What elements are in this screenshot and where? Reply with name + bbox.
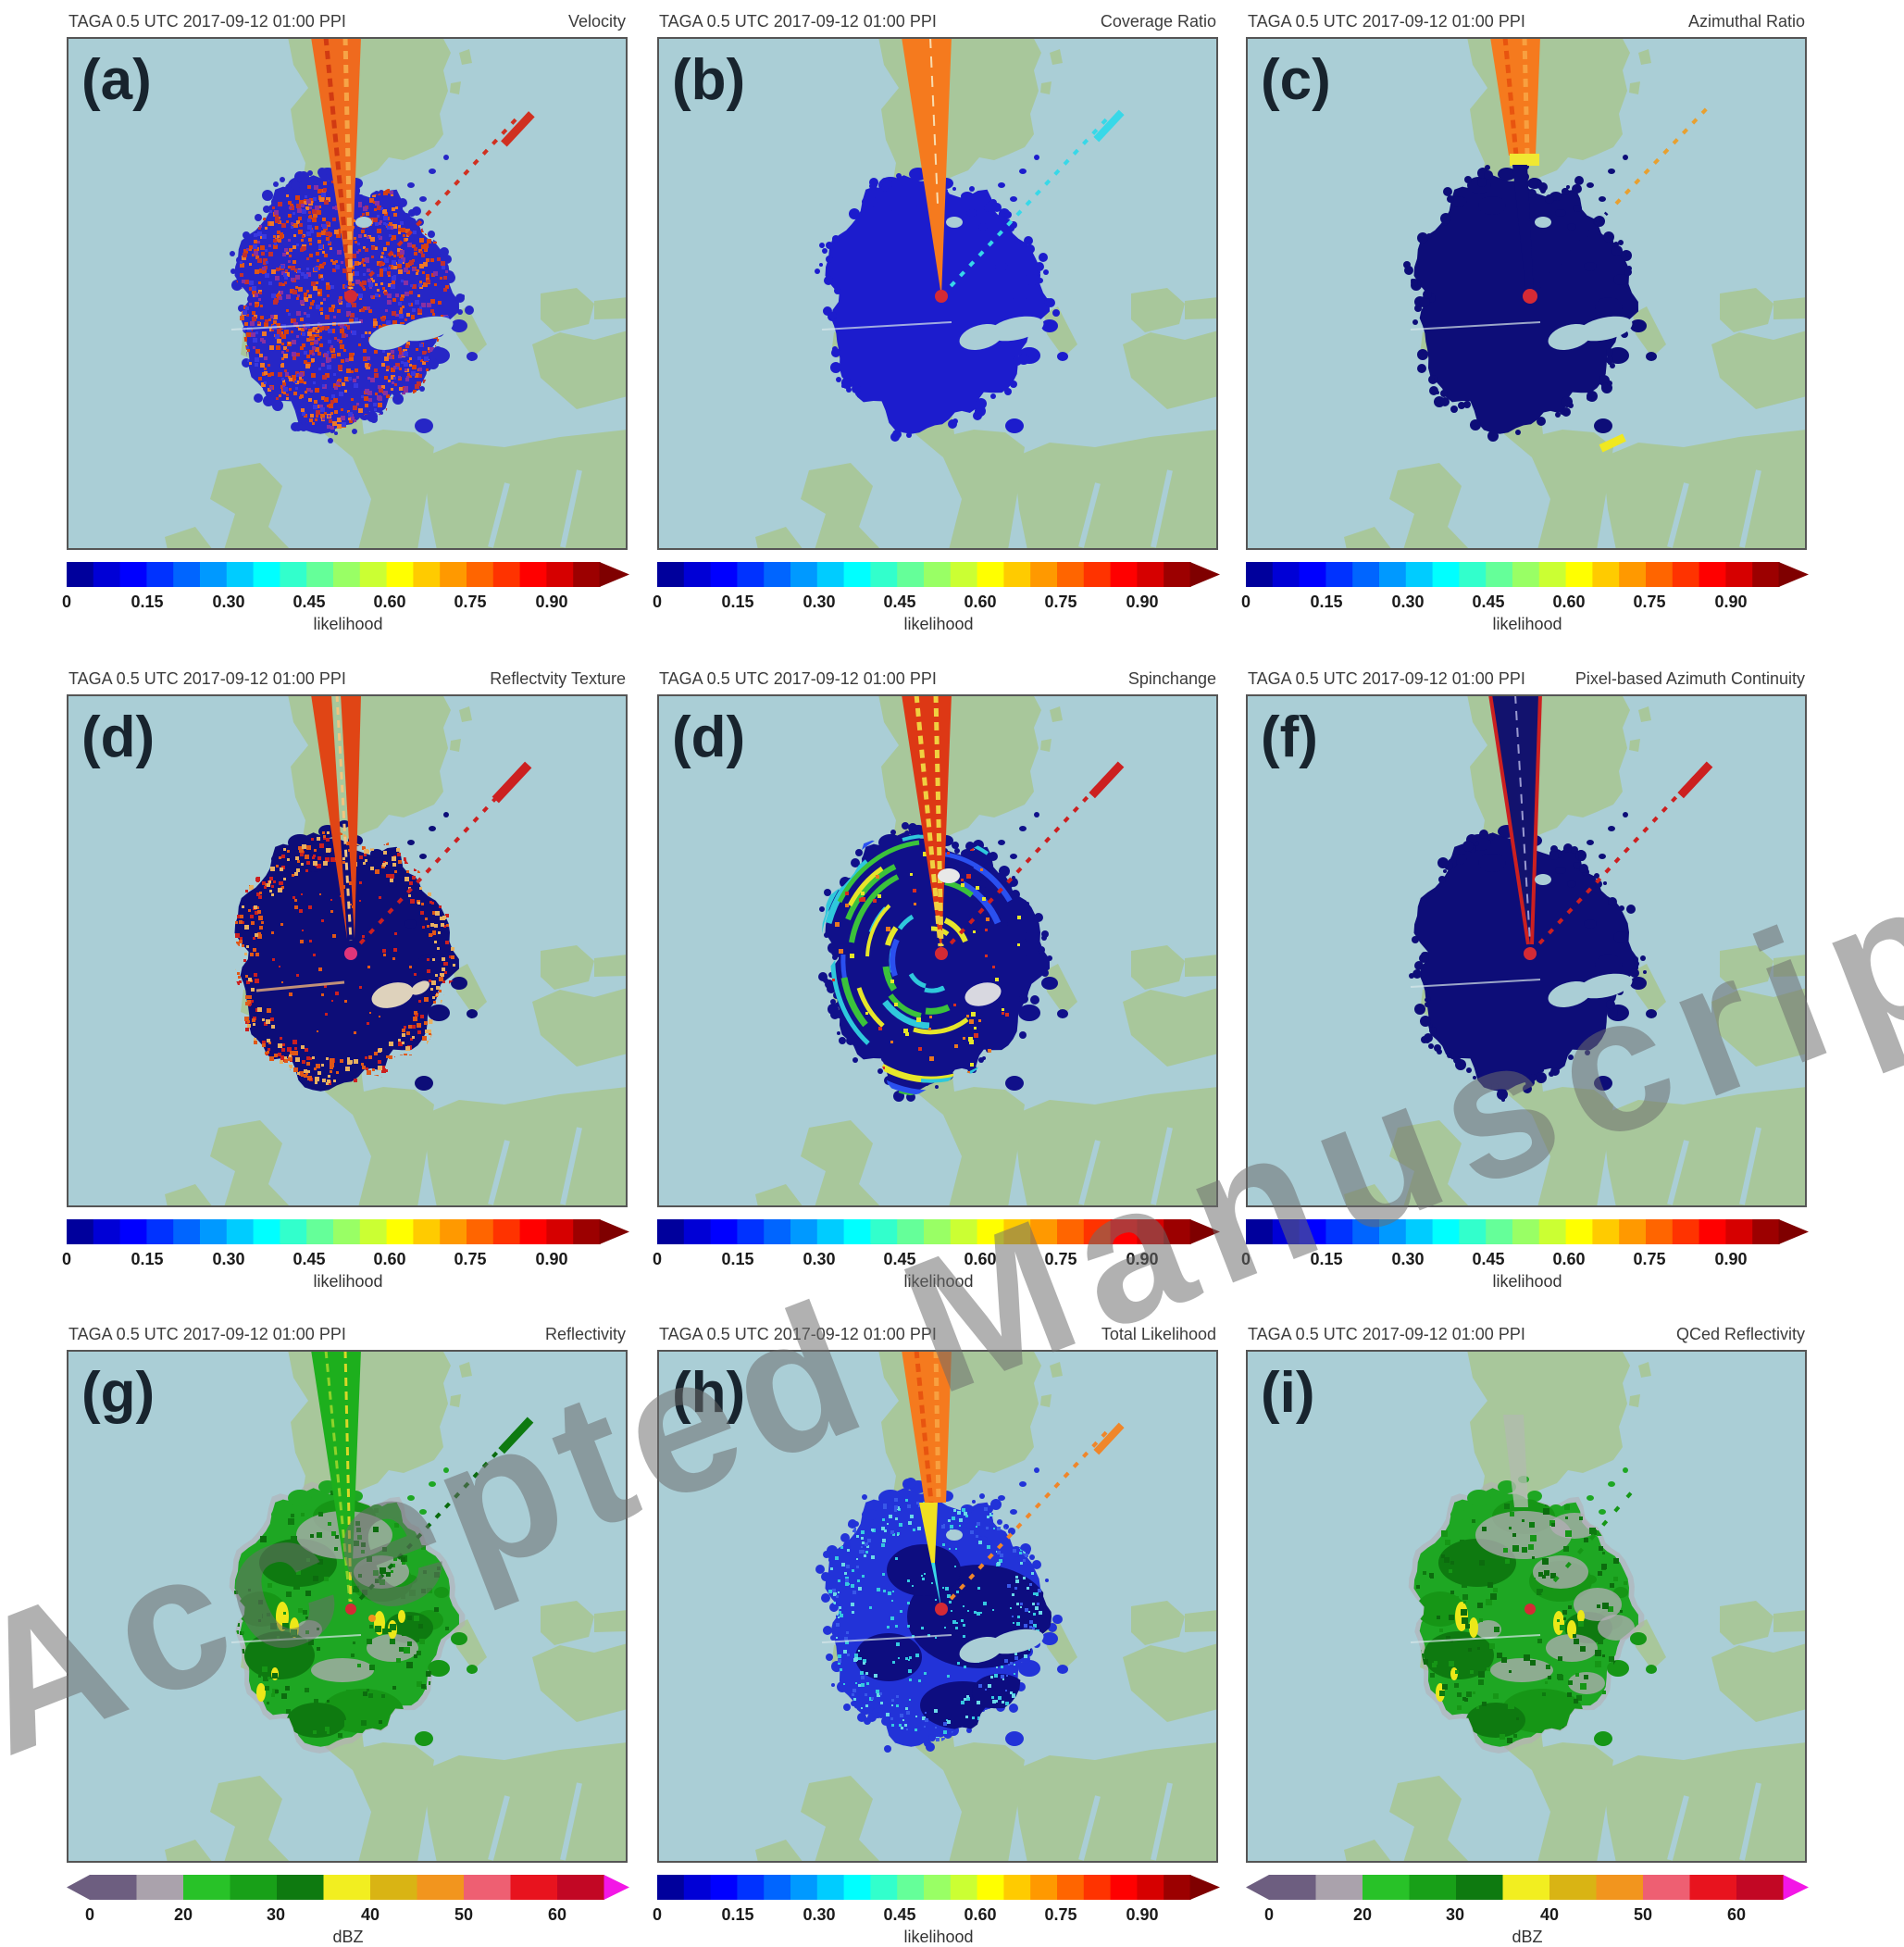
svg-text:(c): (c) [1261,48,1331,112]
svg-text:(a): (a) [81,48,152,112]
svg-text:(i): (i) [1261,1361,1315,1425]
svg-text:(h): (h) [672,1361,745,1425]
svg-text:(d): (d) [81,705,155,769]
svg-text:(d): (d) [672,705,745,769]
svg-text:(g): (g) [81,1361,155,1425]
svg-text:(f): (f) [1261,705,1318,769]
svg-text:(b): (b) [672,48,745,112]
